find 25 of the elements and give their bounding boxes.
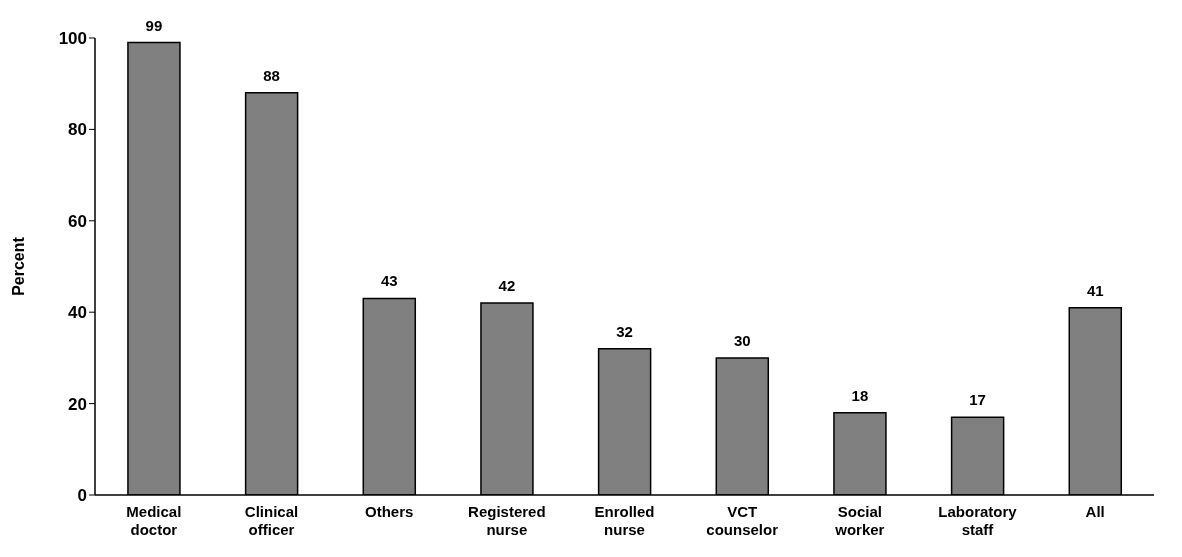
x-tick-label: Registered nurse (468, 503, 546, 538)
y-tick-label: 40 (68, 303, 87, 323)
y-tick-label: 0 (77, 486, 87, 506)
x-tick-label: VCT counselor (706, 503, 779, 538)
y-tick-label: 20 (68, 394, 87, 414)
x-tick-label: Social worker (834, 503, 885, 538)
data-label: 17 (969, 391, 986, 409)
data-label: 18 (851, 386, 869, 404)
y-tick-label: 60 (68, 211, 87, 231)
y-tick-label: 80 (68, 120, 87, 140)
x-tick-label: Clinical officer (244, 503, 299, 538)
x-tick-label: Others (364, 503, 414, 520)
x-tick-label: Medical doctor (126, 503, 182, 538)
data-label: 30 (733, 331, 751, 349)
x-tick-label: All (1085, 503, 1105, 520)
data-label: 42 (498, 277, 516, 295)
x-tick-label: Enrolled nurse (594, 503, 655, 538)
data-label: 99 (145, 16, 163, 34)
y-tick-label: 100 (58, 29, 87, 49)
data-label: 88 (263, 66, 280, 84)
data-label: 43 (380, 272, 398, 290)
data-label: 32 (616, 322, 633, 340)
y-axis-title: Percent (9, 236, 27, 296)
x-tick-label: Laboratory staff (938, 503, 1018, 538)
data-label: 41 (1086, 281, 1104, 299)
